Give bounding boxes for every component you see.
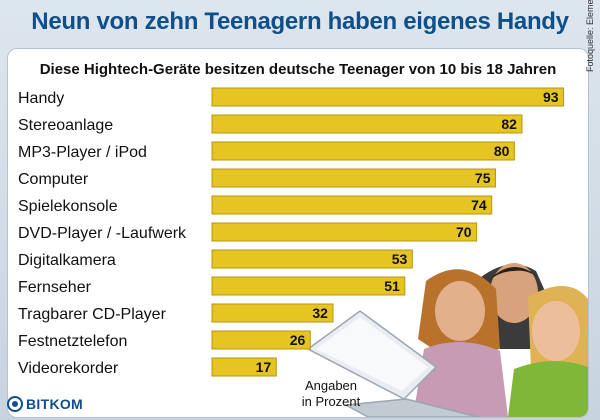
category-label: DVD-Player / -Laufwerk	[18, 225, 187, 242]
category-label: Computer	[18, 171, 89, 188]
logo-text: BITKOM	[26, 396, 84, 412]
value-label: 70	[456, 224, 472, 240]
bar	[211, 87, 565, 107]
bar	[211, 195, 493, 215]
bitkom-logo-icon	[7, 396, 23, 412]
value-label: 32	[312, 305, 328, 321]
value-label: 26	[290, 332, 306, 348]
value-label: 17	[256, 359, 272, 375]
category-label: Videorekorder	[18, 360, 119, 377]
photo-credit: Fotoquelle: Elements of Art	[585, 0, 595, 72]
bar	[211, 330, 311, 350]
category-label: Fernseher	[18, 279, 92, 296]
category-label: Festnetztelefon	[18, 333, 127, 350]
bar	[211, 276, 406, 296]
value-label: 53	[392, 251, 408, 267]
value-label: 80	[494, 143, 510, 159]
headline: Neun von zehn Teenagern haben eigenes Ha…	[31, 8, 569, 35]
value-label: 51	[384, 278, 400, 294]
bar	[211, 114, 523, 134]
bar	[211, 357, 277, 377]
chart-panel: Diese Hightech-Geräte besitzen deutsche …	[7, 48, 589, 418]
chart-title: Diese Hightech-Geräte besitzen deutsche …	[39, 61, 557, 78]
bar	[211, 249, 413, 269]
value-label: 74	[471, 197, 487, 213]
unit-note-line-2: in Prozent	[301, 394, 361, 409]
bar	[211, 141, 515, 161]
bar	[211, 168, 496, 188]
value-label: 82	[501, 116, 517, 132]
category-label: Digitalkamera	[18, 252, 116, 269]
bitkom-logo: BITKOM	[7, 394, 83, 414]
category-label: Spielekonsole	[18, 198, 118, 215]
value-label: 75	[475, 170, 491, 186]
unit-note-line-1: Angaben	[304, 378, 358, 393]
teenagers-photo	[306, 263, 588, 417]
category-label: Stereoanlage	[18, 117, 113, 134]
value-label: 93	[543, 89, 559, 105]
category-label: Tragbarer CD-Player	[18, 306, 167, 323]
unit-note: Angaben in Prozent	[296, 378, 366, 410]
bar-chart: Handy 93 Stereoanlage 82 MP3-Player / iPod 80…	[18, 87, 565, 377]
bar	[211, 222, 478, 242]
category-label: Handy	[18, 90, 64, 107]
category-label: MP3-Player / iPod	[18, 144, 147, 161]
bar	[211, 303, 334, 323]
